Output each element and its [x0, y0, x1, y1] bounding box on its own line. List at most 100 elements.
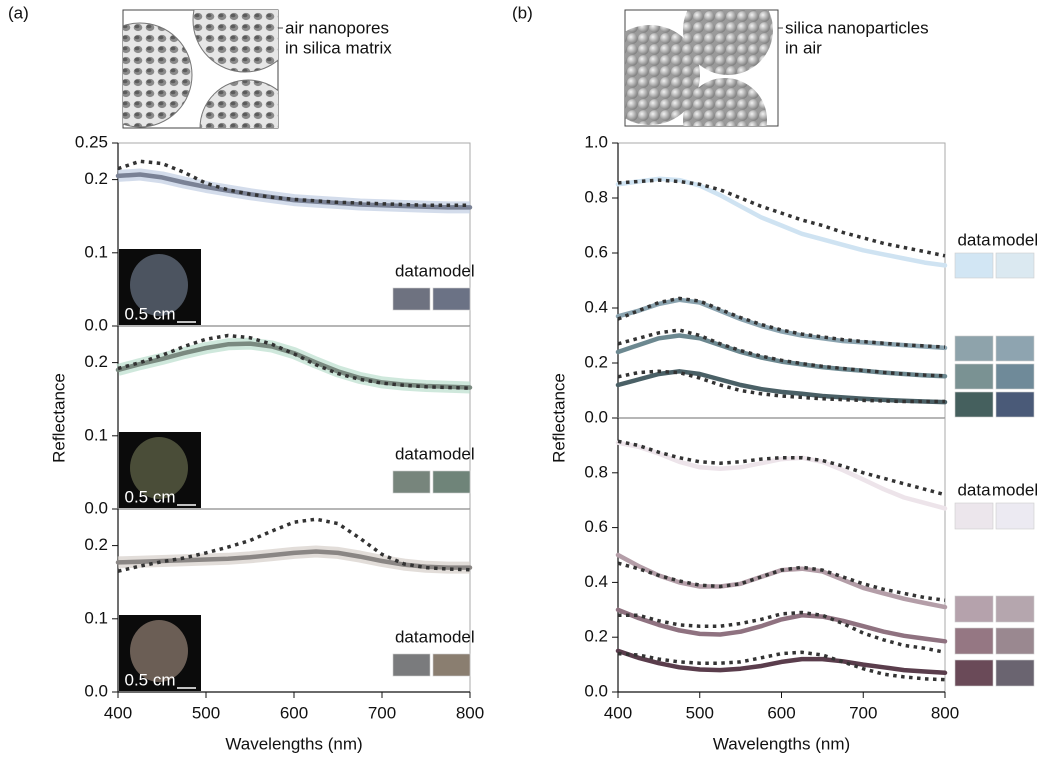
model-line: [617, 561, 946, 602]
data-line: [615, 176, 948, 268]
swatch-label: model: [428, 444, 474, 463]
color-swatch: [392, 470, 431, 494]
color-swatch: [954, 502, 994, 530]
color-swatch: [432, 653, 471, 677]
color-swatch: [954, 595, 994, 623]
y-tick-label: 0.8: [584, 462, 608, 481]
y-tick-label: 0.2: [584, 627, 608, 646]
model-line: [618, 610, 946, 655]
y-tick-label: 0.2: [84, 535, 108, 554]
x-tick-label: 400: [604, 703, 632, 722]
scale-label: 0.5 cm: [124, 670, 175, 689]
data-line: [615, 369, 948, 405]
color-swatch: [432, 287, 471, 311]
x-tick-label: 700: [368, 703, 396, 722]
panel-label: (b): [512, 3, 533, 22]
x-axis-label: Wavelengths (nm): [713, 734, 850, 753]
sample-film: [130, 620, 188, 682]
model-line: [117, 517, 471, 573]
model-line: [617, 178, 946, 258]
y-tick-label: 0.2: [84, 169, 108, 188]
swatch-label: model: [428, 261, 474, 280]
y-tick-label: 0.0: [84, 498, 108, 517]
color-swatch: [954, 391, 994, 418]
y-tick-label: 0.8: [584, 187, 608, 206]
y-tick-label: 0.0: [584, 407, 608, 426]
data-line: [615, 440, 948, 511]
x-tick-label: 500: [192, 703, 220, 722]
y-tick-label: 0.4: [584, 297, 608, 316]
color-swatch: [954, 335, 994, 362]
color-swatch: [995, 363, 1035, 390]
data-line: [615, 297, 948, 351]
x-axis-label: Wavelengths (nm): [225, 734, 362, 753]
swatch-label: data: [957, 230, 991, 249]
color-swatch: [954, 252, 994, 279]
sample-film: [130, 254, 188, 316]
y-tick-label: 1.0: [584, 132, 608, 151]
swatch-label: data: [395, 444, 429, 463]
y-tick-label: 0.0: [584, 681, 608, 700]
data-line: [615, 607, 948, 644]
color-swatch: [432, 470, 471, 494]
swatch-label: model: [992, 480, 1038, 499]
y-tick-label: 0.6: [584, 517, 608, 536]
x-tick-label: 500: [686, 703, 714, 722]
model-line: [617, 296, 946, 349]
color-swatch: [995, 627, 1035, 655]
color-swatch: [392, 653, 431, 677]
y-tick-label: 0.2: [584, 352, 608, 371]
swatch-label: data: [395, 261, 429, 280]
color-swatch: [995, 391, 1035, 418]
data-line: [615, 552, 948, 610]
y-tick-label: 0.0: [84, 681, 108, 700]
sample-film: [130, 437, 188, 499]
y-tick-label: 0.1: [84, 242, 108, 261]
color-swatch: [995, 252, 1035, 279]
color-swatch: [392, 287, 431, 311]
model-line: [117, 333, 471, 390]
x-tick-label: 700: [849, 703, 877, 722]
schematic-a: [122, 9, 283, 129]
data-line: [615, 648, 948, 676]
swatch-label: data: [957, 480, 991, 499]
y-tick-label: 0.2: [84, 352, 108, 371]
color-swatch: [995, 595, 1035, 623]
panel-label: (a): [8, 3, 29, 22]
model-line: [617, 439, 946, 497]
color-swatch: [995, 335, 1035, 362]
swatch-label: model: [428, 627, 474, 646]
schematic-label: in air: [785, 38, 822, 57]
model-line: [617, 328, 946, 378]
color-swatch: [995, 502, 1035, 530]
x-tick-label: 400: [104, 703, 132, 722]
x-tick-label: 800: [931, 703, 959, 722]
scale-label: 0.5 cm: [124, 304, 175, 323]
y-axis-label: Reflectance: [49, 373, 68, 463]
schematic-label: silica nanoparticles: [785, 18, 929, 37]
color-swatch: [995, 659, 1035, 687]
plot-frame: [617, 142, 946, 419]
data-line: [115, 172, 473, 210]
schematic-label: air nanopores: [285, 18, 389, 37]
y-tick-label: 0.0: [84, 315, 108, 334]
y-tick-label: 0.25: [75, 132, 108, 151]
x-tick-label: 800: [456, 703, 484, 722]
color-swatch: [954, 659, 994, 687]
schematic-label: in silica matrix: [285, 38, 392, 57]
y-tick-label: 0.1: [84, 425, 108, 444]
swatch-label: data: [395, 627, 429, 646]
y-tick-label: 0.1: [84, 608, 108, 627]
model-line: [617, 369, 945, 404]
y-axis-label: Reflectance: [549, 373, 568, 463]
color-swatch: [954, 363, 994, 390]
swatch-label: model: [992, 230, 1038, 249]
color-swatch: [954, 627, 994, 655]
x-tick-label: 600: [767, 703, 795, 722]
x-tick-label: 600: [280, 703, 308, 722]
y-tick-label: 0.4: [584, 572, 608, 591]
schematic-b: [624, 9, 783, 127]
scale-label: 0.5 cm: [124, 487, 175, 506]
y-tick-label: 0.6: [584, 242, 608, 261]
